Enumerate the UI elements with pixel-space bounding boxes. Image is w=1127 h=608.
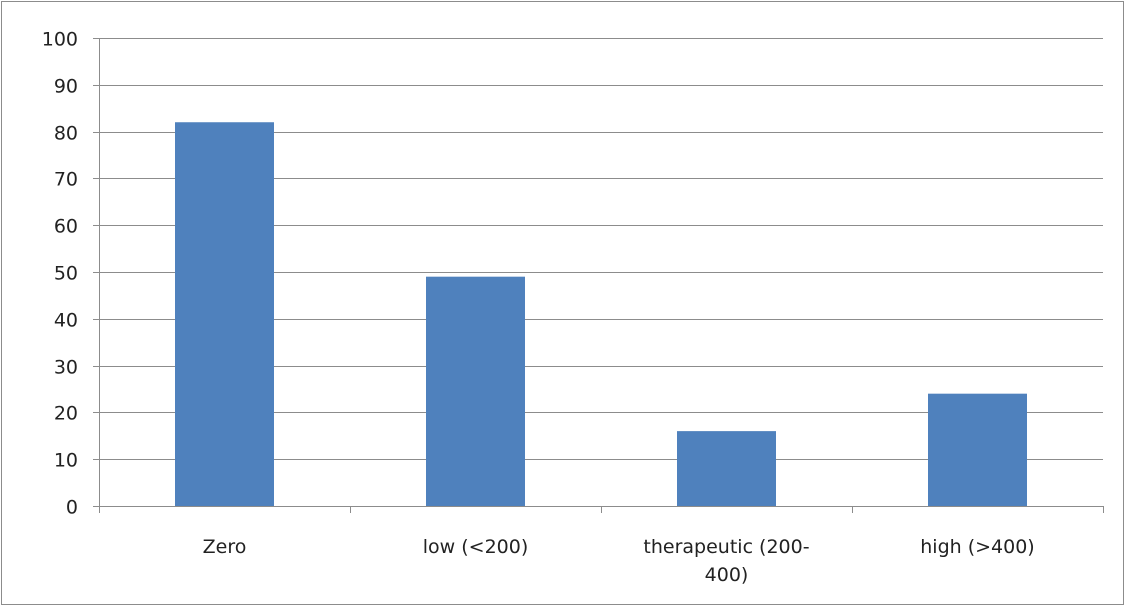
y-tick-label-10: 10 xyxy=(54,450,78,472)
y-tick-label-40: 40 xyxy=(54,310,78,332)
y-tick-label-80: 80 xyxy=(54,123,78,145)
y-tick-label-30: 30 xyxy=(54,357,78,379)
y-tick-label-20: 20 xyxy=(54,403,78,425)
bar-0 xyxy=(175,122,274,507)
x-category-label-0: Zero xyxy=(203,536,247,558)
axes xyxy=(93,38,1104,513)
bar-2 xyxy=(677,431,776,506)
y-tick-labels: 0 10 20 30 40 50 60 70 80 90 100 xyxy=(42,29,78,519)
x-category-labels: Zero low (<200) therapeutic (200-400) high … xyxy=(203,536,1035,586)
y-tick-label-50: 50 xyxy=(54,263,78,285)
bar-3 xyxy=(928,393,1027,506)
y-tick-label-60: 60 xyxy=(54,216,78,238)
x-category-label-3: high (>400) xyxy=(920,536,1034,558)
y-tick-label-100: 100 xyxy=(42,29,78,51)
x-category-label-2: therapeutic (200-400) xyxy=(643,536,809,586)
y-tick-label-70: 70 xyxy=(54,169,78,191)
y-tick-label-90: 90 xyxy=(54,76,78,98)
bars xyxy=(175,122,1027,507)
x-category-label-1: low (<200) xyxy=(423,536,529,558)
bar-1 xyxy=(426,276,525,506)
y-tick-label-0: 0 xyxy=(66,497,78,519)
